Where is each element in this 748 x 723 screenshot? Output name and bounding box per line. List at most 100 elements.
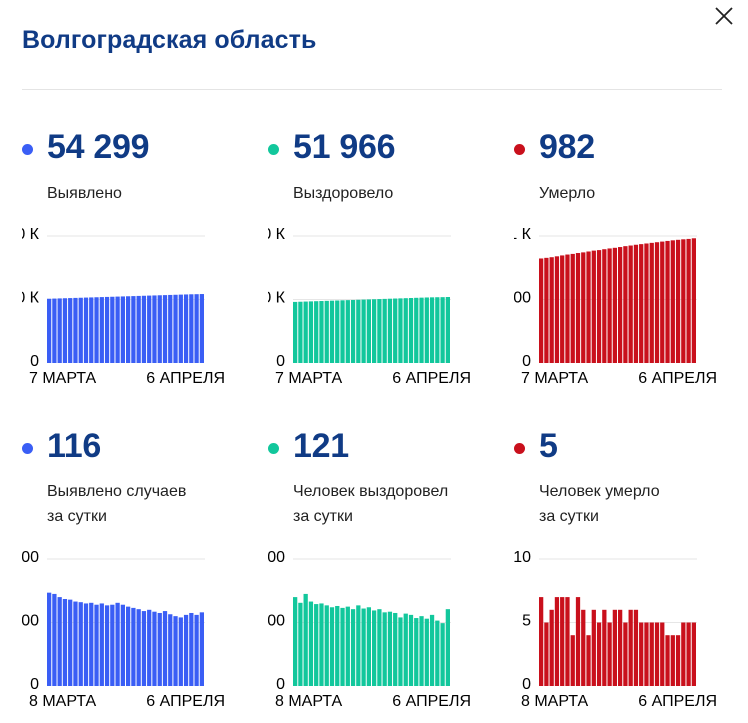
bar <box>596 622 602 686</box>
header-divider <box>22 89 722 90</box>
bar <box>73 297 78 363</box>
x-end-label: 6 АПРЕЛЯ <box>392 693 471 710</box>
bar <box>335 300 340 363</box>
bar <box>350 609 356 686</box>
stat-label: за сутки <box>293 508 353 525</box>
bar-chart: 0 500 1 К 7 МАРТА 6 АПРЕЛЯ <box>514 226 717 387</box>
bar <box>429 297 435 363</box>
bar <box>89 297 94 363</box>
bar <box>99 603 104 686</box>
x-start-label: 7 МАРТА <box>29 370 97 387</box>
bar <box>308 301 314 363</box>
y-tick-label: 500 <box>514 290 531 307</box>
status-dot <box>268 144 279 155</box>
bar <box>168 614 173 686</box>
y-tick-label: 100 <box>268 613 285 630</box>
bar <box>350 299 356 363</box>
bar <box>403 613 408 686</box>
bar <box>131 607 136 686</box>
stat-value: 54 299 <box>47 128 150 166</box>
x-start-label: 8 МАРТА <box>521 693 589 710</box>
bar <box>393 612 398 686</box>
bar <box>607 248 612 363</box>
x-start-label: 8 МАРТА <box>29 693 97 710</box>
stat-value: 121 <box>293 427 349 465</box>
bar <box>298 602 303 686</box>
x-end-label: 6 АПРЕЛЯ <box>392 370 471 387</box>
page-title: Волгоградская область <box>22 26 317 54</box>
bar <box>382 612 387 686</box>
bar <box>549 257 554 363</box>
bar <box>612 247 617 363</box>
bar <box>591 250 596 363</box>
bar <box>115 602 120 686</box>
bar <box>596 250 602 363</box>
close-button[interactable] <box>712 4 736 28</box>
stat-card: 5 Человек умерло за сутки <box>514 427 714 723</box>
bar <box>665 240 670 363</box>
status-dot <box>514 144 525 155</box>
bar <box>194 294 199 363</box>
bar <box>104 605 110 686</box>
bar <box>570 253 575 363</box>
bar-chart: 0 50 К 100 К 7 МАРТА 6 АПРЕЛЯ <box>22 226 225 387</box>
bar <box>83 603 89 686</box>
bar <box>602 249 607 363</box>
bar <box>649 242 654 363</box>
x-start-label: 7 МАРТА <box>275 370 343 387</box>
stat-value: 51 966 <box>293 128 396 166</box>
bar <box>393 298 398 363</box>
stat-value: 982 <box>539 128 595 166</box>
bar <box>199 612 204 686</box>
stat-label: Человек выздоровел <box>293 483 449 500</box>
bar <box>340 300 345 363</box>
bar <box>628 609 633 686</box>
bar <box>382 298 387 363</box>
bar <box>414 297 419 363</box>
bar <box>639 244 644 363</box>
bar <box>387 611 393 686</box>
bar <box>660 241 665 363</box>
bar <box>549 609 554 686</box>
bar-chart: 0 50 К 100 К 7 МАРТА 6 АПРЕЛЯ <box>268 226 471 387</box>
bar-chart: 0 100 200 8 МАРТА 6 АПРЕЛЯ <box>268 549 471 710</box>
bar <box>387 298 393 363</box>
bar <box>639 622 644 686</box>
bar <box>628 245 633 363</box>
bar <box>649 622 654 686</box>
bar <box>157 295 162 363</box>
bar <box>602 609 607 686</box>
bar <box>419 616 424 686</box>
bar-chart: 0 5 10 8 МАРТА 6 АПРЕЛЯ <box>514 549 717 710</box>
bar <box>591 609 596 686</box>
bar <box>618 609 623 686</box>
bar <box>152 611 157 686</box>
bar <box>429 614 435 686</box>
bar <box>141 295 147 363</box>
bar <box>539 258 544 363</box>
bar <box>168 294 173 363</box>
bar <box>675 239 681 363</box>
bar <box>68 599 73 686</box>
bar <box>377 609 382 686</box>
bar <box>136 295 141 363</box>
bar <box>424 618 429 686</box>
bar <box>126 296 131 363</box>
bar <box>414 618 419 686</box>
bar <box>408 298 414 363</box>
bar <box>665 635 670 686</box>
bar <box>52 593 57 686</box>
close-icon <box>715 7 733 25</box>
y-tick-label: 0 <box>276 676 285 693</box>
bar <box>178 294 183 363</box>
bar <box>308 601 314 686</box>
stat-label: за сутки <box>47 508 107 525</box>
bar <box>157 612 162 686</box>
bar <box>126 606 131 687</box>
y-tick-label: 50 К <box>268 290 286 307</box>
bar <box>73 601 78 686</box>
bar <box>366 607 371 686</box>
bar <box>110 604 115 686</box>
bar <box>68 298 73 363</box>
bar <box>675 635 681 686</box>
